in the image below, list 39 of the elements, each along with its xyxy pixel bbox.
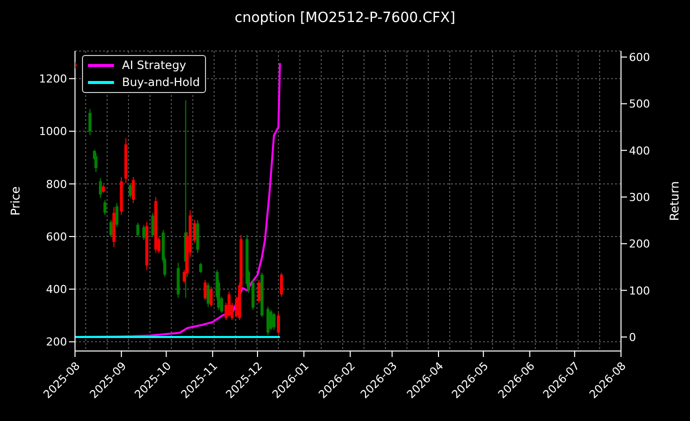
- candlestick: [210, 286, 213, 308]
- y-tick-label: 600: [46, 230, 67, 244]
- legend-label: Buy-and-Hold: [122, 74, 200, 91]
- y-axis-title: Price: [8, 186, 22, 216]
- candlestick: [266, 306, 270, 336]
- legend-label: AI Strategy: [122, 57, 186, 74]
- chart-title: cnoption [MO2512-P-7600.CFX]: [234, 10, 456, 26]
- y2-tick-label: 300: [629, 190, 650, 204]
- y2-tick-label: 400: [629, 144, 650, 158]
- candlestick: [151, 212, 154, 238]
- candlestick: [109, 219, 112, 238]
- candlestick: [115, 202, 118, 228]
- y-tick-label: 400: [46, 283, 67, 296]
- candlestick: [142, 224, 146, 240]
- candlestick: [272, 312, 276, 330]
- candlestick: [276, 312, 280, 335]
- candlestick: [103, 199, 106, 216]
- y2-tick-label: 100: [629, 284, 650, 298]
- candlestick: [88, 108, 92, 136]
- candlestick: [280, 272, 283, 298]
- candlestick: [269, 309, 272, 330]
- candlestick: [204, 279, 207, 300]
- y2-tick-label: 500: [629, 98, 650, 111]
- y-tick-label: 1200: [39, 72, 67, 86]
- candlestick: [128, 182, 132, 199]
- y-tick-label: 200: [46, 336, 67, 349]
- y2-axis-title: Return: [667, 181, 682, 221]
- candlestick: [206, 282, 210, 308]
- y2-tick-label: 200: [629, 238, 650, 251]
- candlestick: [136, 222, 140, 238]
- y2-tick-label: 0: [629, 330, 636, 344]
- candlestick: [257, 279, 260, 304]
- candlestick: [228, 291, 231, 318]
- candlestick: [132, 176, 135, 204]
- y2-tick-label: 600: [629, 50, 650, 64]
- y-tick-label: 800: [46, 178, 67, 191]
- y-tick-label: 1000: [39, 125, 67, 138]
- candlestick: [98, 178, 102, 198]
- candlestick: [199, 262, 202, 274]
